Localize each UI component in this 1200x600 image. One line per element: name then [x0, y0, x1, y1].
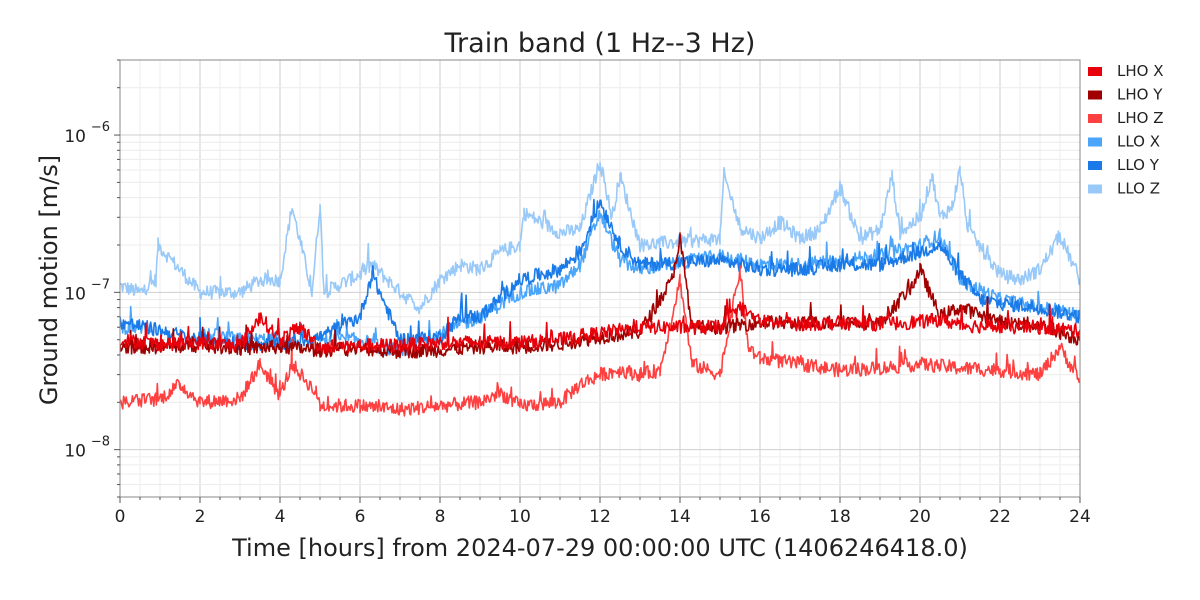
- legend-swatch: [1088, 137, 1102, 147]
- y-tick-exponent: −8: [91, 435, 110, 450]
- legend-swatch: [1088, 90, 1102, 100]
- series-line-lho-x: [120, 298, 1080, 355]
- legend-swatch: [1088, 161, 1102, 170]
- y-tick-label: 10: [64, 284, 86, 304]
- x-tick-label: 14: [669, 507, 691, 527]
- legend-swatch: [1088, 67, 1102, 76]
- x-tick-label: 20: [909, 507, 931, 527]
- y-tick-label: 10: [64, 127, 86, 147]
- x-tick-label: 6: [355, 507, 366, 527]
- x-tick-label: 24: [1069, 507, 1091, 527]
- x-tick-label: 10: [509, 507, 531, 527]
- chart-title: Train band (1 Hz--3 Hz): [444, 28, 756, 59]
- y-tick-label: 10: [64, 442, 86, 462]
- legend-entry: LLO X: [1117, 133, 1160, 151]
- x-tick-label: 22: [989, 507, 1011, 527]
- x-tick-label: 4: [275, 507, 286, 527]
- x-tick-label: 2: [195, 507, 206, 527]
- x-tick-label: 16: [749, 507, 771, 527]
- x-axis: 0 2 4 6 8 10 12 14 16 18 20 22 24: [115, 497, 1091, 527]
- x-tick-label: 8: [435, 507, 446, 527]
- x-axis-label: Time [hours] from 2024-07-29 00:00:00 UT…: [231, 534, 968, 562]
- x-tick-label: 12: [589, 507, 611, 527]
- x-tick-label: 18: [829, 507, 851, 527]
- y-tick-exponent: −7: [91, 277, 110, 292]
- legend-entry: LHO X: [1117, 62, 1164, 80]
- y-tick-exponent: −6: [91, 120, 110, 135]
- y-axis-label: Ground motion [m/s]: [35, 155, 63, 405]
- legend-swatch: [1088, 114, 1102, 123]
- legend-entry: LHO Y: [1117, 86, 1163, 104]
- legend-entry: LLO Y: [1117, 156, 1160, 174]
- legend-entry: LLO Z: [1117, 180, 1160, 198]
- grid-lines: [119, 59, 1081, 498]
- series-line-lho-z: [120, 265, 1080, 417]
- y-axis: 10 −8 10 −7 10 −6: [64, 59, 120, 498]
- series-line-lho-y: [120, 232, 1080, 359]
- x-tick-label: 0: [115, 507, 126, 527]
- series-line-llo-z: [120, 161, 1080, 315]
- legend-entry: LHO Z: [1117, 109, 1164, 127]
- legend: LHO X LHO Y LHO Z LLO X LLO Y LLO Z: [1088, 62, 1164, 198]
- series-layer: [120, 161, 1080, 417]
- legend-swatch: [1088, 184, 1102, 194]
